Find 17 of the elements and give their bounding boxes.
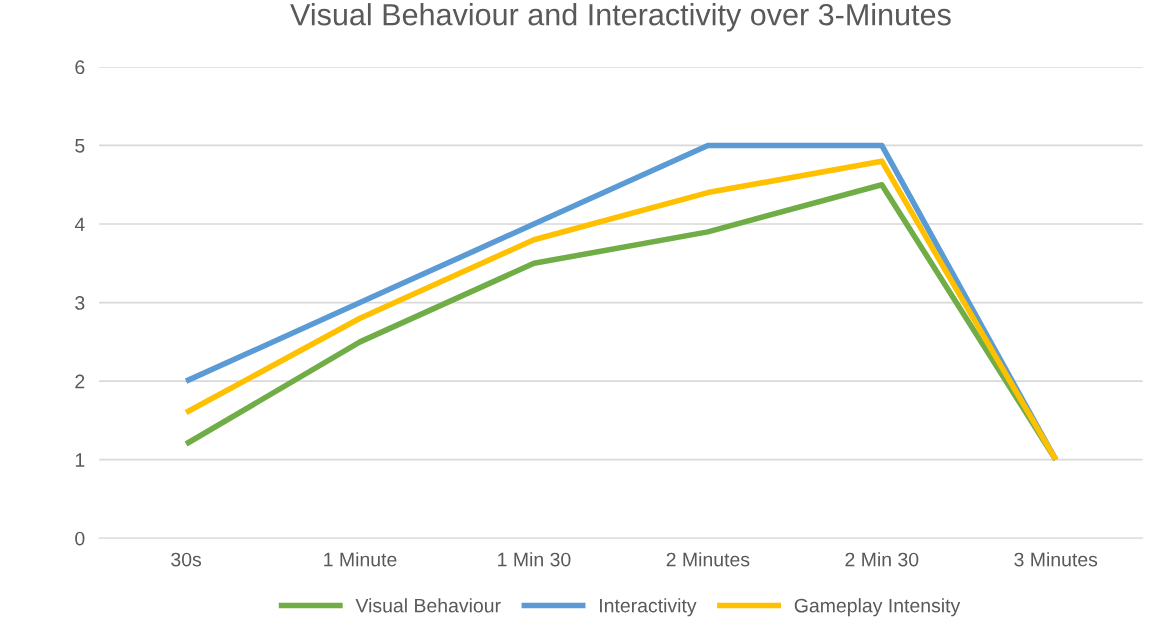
y-tick-label: 0 <box>75 531 85 546</box>
y-tick-label: 2 <box>75 374 85 389</box>
legend-label: Gameplay Intensity <box>794 598 961 617</box>
x-tick-label: 1 Min 30 <box>498 552 571 567</box>
legend-label: Visual Behaviour <box>355 598 501 613</box>
y-tick-label: 1 <box>75 453 85 467</box>
x-tick-label: 3 Minutes <box>1014 552 1098 567</box>
legend-label: Interactivity <box>600 598 697 617</box>
x-tick-label: 2 Min 30 <box>845 552 919 567</box>
x-tick-label: 1 Minute <box>324 552 397 567</box>
y-tick-label: 4 <box>74 217 85 232</box>
chart-title: Visual Behaviour and Interactivity over 3-Minutes <box>290 3 951 32</box>
x-tick-label: 30s <box>171 552 202 567</box>
y-tick-label: 6 <box>75 60 85 75</box>
x-tick-label: 2 Minutes <box>666 552 750 567</box>
y-tick-label: 5 <box>75 139 85 153</box>
y-tick-label: 3 <box>75 296 85 310</box>
